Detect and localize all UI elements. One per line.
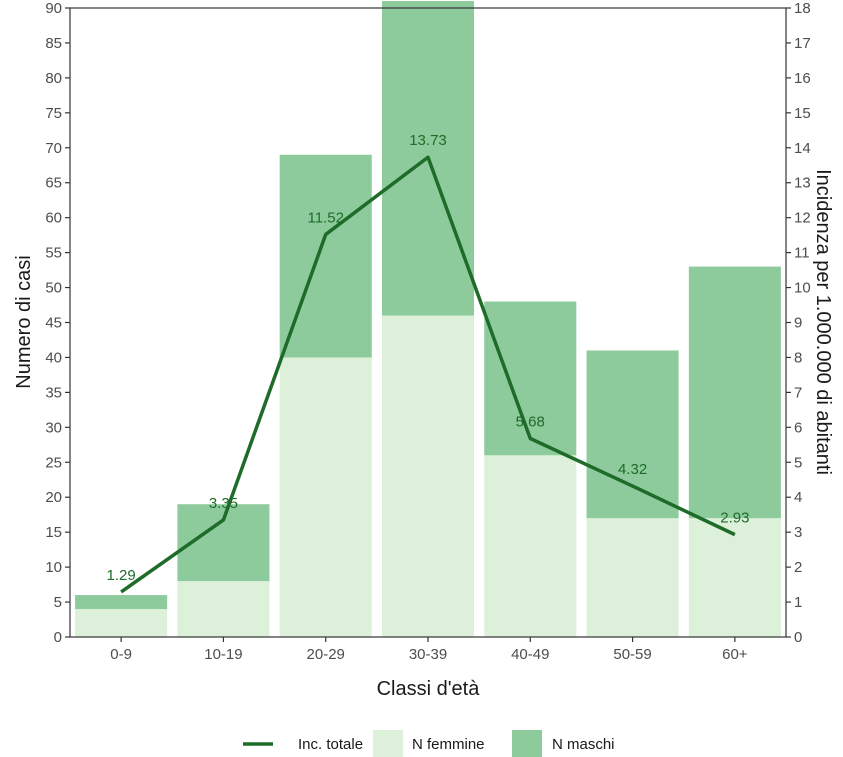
x-tick-label: 10-19 bbox=[204, 646, 242, 663]
bar-maschi-60+ bbox=[688, 266, 781, 519]
y-tick-label-left: 70 bbox=[45, 140, 62, 157]
legend-label: Inc. totale bbox=[298, 736, 363, 753]
x-tick-label: 40-49 bbox=[511, 646, 549, 663]
y-tick-label-right: 3 bbox=[794, 524, 802, 541]
legend-key-swatch bbox=[373, 730, 403, 757]
y-tick-label-left: 0 bbox=[54, 629, 62, 646]
bar-femmine-50-59 bbox=[586, 518, 679, 637]
axes: 0510152025303540455055606570758085900123… bbox=[45, 0, 810, 663]
y-tick-label-right: 10 bbox=[794, 280, 811, 297]
y-tick-label-left: 50 bbox=[45, 280, 62, 297]
legend-item: N maschi bbox=[512, 730, 615, 757]
incidence-data-label: 2.93 bbox=[720, 510, 749, 527]
y-tick-label-left: 65 bbox=[45, 175, 62, 192]
bar-femmine-20-29 bbox=[279, 357, 372, 637]
y-tick-label-left: 45 bbox=[45, 315, 62, 332]
bar-femmine-30-39 bbox=[381, 315, 475, 637]
bar-femmine-10-19 bbox=[177, 581, 270, 637]
x-tick-label: 60+ bbox=[722, 646, 748, 663]
x-tick-label: 20-29 bbox=[307, 646, 345, 663]
x-tick-label: 0-9 bbox=[110, 646, 132, 663]
incidence-data-label: 11.52 bbox=[307, 209, 343, 226]
y-tick-label-left: 25 bbox=[45, 454, 62, 471]
y-tick-label-left: 60 bbox=[45, 210, 62, 227]
y-tick-label-left: 75 bbox=[45, 105, 62, 122]
x-tick-label: 50-59 bbox=[613, 646, 651, 663]
x-tick-label: 30-39 bbox=[409, 646, 447, 663]
y-tick-label-right: 6 bbox=[794, 419, 802, 436]
y-axis-title-right: Incidenza per 1.000.000 di abitanti bbox=[812, 169, 834, 475]
y-tick-label-left: 90 bbox=[45, 0, 62, 17]
y-tick-label-right: 11 bbox=[794, 245, 810, 262]
bar-maschi-40-49 bbox=[484, 301, 577, 456]
y-tick-label-right: 4 bbox=[794, 489, 802, 506]
y-tick-label-left: 30 bbox=[45, 419, 62, 436]
y-axis-title-left: Numero di casi bbox=[13, 255, 35, 388]
incidence-data-label: 13.73 bbox=[409, 132, 447, 149]
y-tick-label-left: 15 bbox=[45, 524, 62, 541]
legend-item: N femmine bbox=[373, 730, 485, 757]
plot-area: 1.29 3.35 11.52 13.73 5.68 4.32 2.93 bbox=[75, 1, 781, 637]
legend-label: N maschi bbox=[552, 736, 615, 753]
y-tick-label-right: 9 bbox=[794, 315, 802, 332]
y-tick-label-left: 85 bbox=[45, 35, 62, 52]
y-tick-label-right: 17 bbox=[794, 35, 811, 52]
y-tick-label-right: 0 bbox=[794, 629, 802, 646]
y-tick-label-right: 12 bbox=[794, 210, 811, 227]
y-tick-label-left: 10 bbox=[45, 559, 62, 576]
incidence-line bbox=[120, 155, 736, 594]
y-tick-label-right: 14 bbox=[794, 140, 811, 157]
incidence-data-label: 3.35 bbox=[209, 495, 238, 512]
y-tick-label-right: 8 bbox=[794, 349, 802, 366]
y-tick-label-right: 15 bbox=[794, 105, 811, 122]
y-tick-label-left: 20 bbox=[45, 489, 62, 506]
y-tick-label-left: 40 bbox=[45, 349, 62, 366]
incidence-data-label: 5.68 bbox=[516, 414, 545, 431]
y-tick-label-right: 5 bbox=[794, 454, 802, 471]
y-tick-label-right: 7 bbox=[794, 384, 802, 401]
y-tick-label-left: 55 bbox=[45, 245, 62, 262]
y-tick-label-right: 2 bbox=[794, 559, 802, 576]
y-tick-label-left: 5 bbox=[54, 594, 62, 611]
y-tick-label-right: 13 bbox=[794, 175, 811, 192]
bar-femmine-60+ bbox=[688, 518, 781, 637]
incidence-data-label: 4.32 bbox=[618, 461, 647, 478]
y-tick-label-left: 35 bbox=[45, 384, 62, 401]
x-axis-title: Classi d'età bbox=[377, 678, 481, 700]
bar-femmine-40-49 bbox=[484, 455, 577, 637]
y-tick-label-right: 16 bbox=[794, 70, 811, 87]
legend-label: N femmine bbox=[412, 736, 485, 753]
y-tick-label-right: 18 bbox=[794, 0, 811, 17]
bar-maschi-0-9 bbox=[75, 595, 168, 610]
bar-maschi-50-59 bbox=[586, 350, 679, 519]
y-tick-label-left: 80 bbox=[45, 70, 62, 87]
legend-item: Inc. totale bbox=[243, 736, 363, 753]
legend-key-swatch bbox=[512, 730, 542, 757]
legend: Inc. totale N femmine N maschi bbox=[243, 730, 615, 757]
incidence-data-label: 1.29 bbox=[107, 567, 136, 584]
y-tick-label-right: 1 bbox=[794, 594, 802, 611]
bar-femmine-0-9 bbox=[75, 609, 168, 637]
